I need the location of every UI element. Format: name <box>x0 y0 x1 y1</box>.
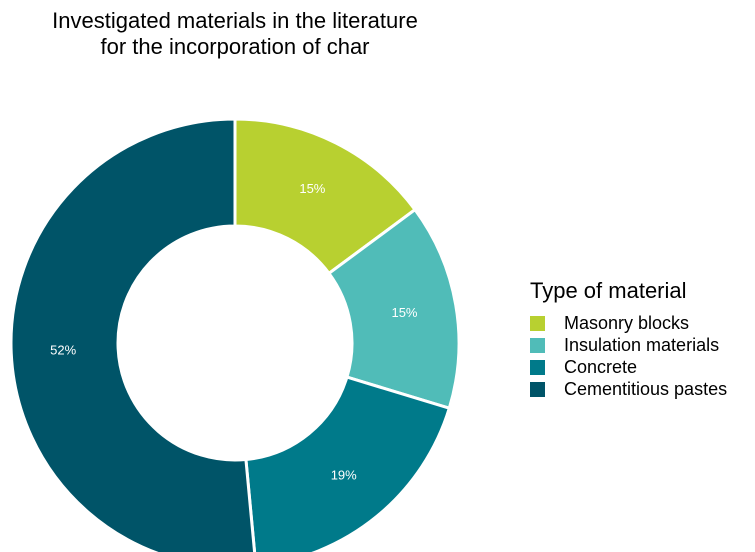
legend-item-masonry-blocks: Masonry blocks <box>530 312 727 334</box>
legend-swatch-concrete <box>530 359 545 375</box>
legend-item-insulation-materials: Insulation materials <box>530 334 727 356</box>
legend-swatch-cementitious-pastes <box>530 381 545 397</box>
chart-legend: Type of material Masonry blocks Insulati… <box>530 278 727 400</box>
legend-label-masonry-blocks: Masonry blocks <box>564 312 690 333</box>
donut-slice-concrete <box>244 375 452 552</box>
legend-swatch-masonry-blocks <box>530 315 545 331</box>
legend-swatch-insulation-materials <box>530 337 545 353</box>
donut-slice-cementitious-pastes <box>9 117 257 552</box>
legend-item-concrete: Concrete <box>530 356 727 378</box>
legend-label-concrete: Concrete <box>564 356 638 377</box>
chart-title: Investigated materials in the literature… <box>0 8 470 60</box>
chart-title-line-2: for the incorporation of char <box>100 34 370 59</box>
legend-item-cementitious-pastes: Cementitious pastes <box>530 378 727 400</box>
legend-label-insulation-materials: Insulation materials <box>564 334 720 355</box>
donut-label-insulation-materials: 15% <box>391 305 417 320</box>
legend-title: Type of material <box>530 278 687 303</box>
chart-title-line-1: Investigated materials in the literature <box>52 8 418 33</box>
donut-label-masonry-blocks: 15% <box>299 181 325 196</box>
legend-label-cementitious-pastes: Cementitious pastes <box>564 378 728 399</box>
donut-label-cementitious-pastes: 52% <box>50 342 76 357</box>
donut-label-concrete: 19% <box>331 468 357 483</box>
